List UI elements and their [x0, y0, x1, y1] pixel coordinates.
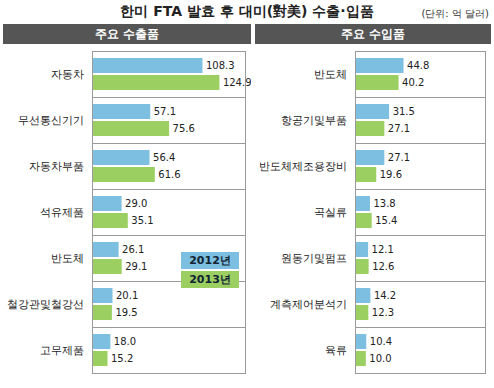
svg-text:15.4: 15.4 [375, 215, 397, 226]
html-text:(단위: 억 달러): (단위: 억 달러) [421, 8, 489, 19]
svg-text:27.1: 27.1 [388, 152, 410, 163]
svg-text:29.1: 29.1 [125, 261, 147, 272]
svg-text:26.1: 26.1 [122, 244, 144, 255]
svg-text:57.1: 57.1 [154, 106, 176, 117]
svg-text:반도체제조용장비: 반도체제조용장비 [259, 160, 347, 173]
svg-text:계측제어분석기: 계측제어분석기 [270, 298, 347, 311]
svg-text:항공기및부품: 항공기및부품 [281, 114, 347, 127]
svg-text:무선통신기기: 무선통신기기 [18, 114, 84, 127]
svg-text:31.5: 31.5 [393, 106, 415, 117]
svg-text:원동기및펌프: 원동기및펌프 [281, 252, 347, 265]
svg-text:56.4: 56.4 [153, 152, 175, 163]
svg-text:10.0: 10.0 [369, 353, 391, 364]
html-text:한미 FTA 발효 후 대미(對美) 수출·입품: 한미 FTA 발효 후 대미(對美) 수출·입품 [120, 3, 374, 19]
svg-text:12.3: 12.3 [372, 307, 394, 318]
svg-text:석유제품: 석유제품 [40, 206, 84, 219]
svg-text:자동차: 자동차 [51, 68, 84, 81]
svg-text:40.2: 40.2 [402, 77, 424, 88]
svg-text:반도체: 반도체 [314, 68, 347, 81]
svg-text:13.8: 13.8 [373, 198, 395, 209]
svg-text:15.2: 15.2 [111, 353, 133, 364]
svg-text:반도체: 반도체 [51, 252, 84, 265]
svg-text:고무제품: 고무제품 [40, 344, 84, 357]
svg-text:35.1: 35.1 [131, 215, 153, 226]
svg-text:44.8: 44.8 [407, 60, 429, 71]
svg-text:27.1: 27.1 [388, 123, 410, 134]
svg-text:12.1: 12.1 [372, 244, 394, 255]
html-text:2012년: 2012년 [189, 254, 231, 267]
svg-text:29.0: 29.0 [125, 198, 147, 209]
svg-text:18.0: 18.0 [114, 336, 136, 347]
html-text:주요 수출품: 주요 수출품 [94, 27, 160, 41]
svg-text:61.6: 61.6 [158, 169, 180, 180]
html-text:2013년: 2013년 [189, 273, 231, 286]
svg-text:12.6: 12.6 [372, 261, 394, 272]
svg-text:108.3: 108.3 [206, 60, 235, 71]
svg-text:75.6: 75.6 [173, 123, 195, 134]
svg-text:14.2: 14.2 [374, 290, 396, 301]
html-text:주요 수입품: 주요 수입품 [340, 27, 406, 41]
svg-text:20.1: 20.1 [116, 290, 138, 301]
svg-text:곡실류: 곡실류 [314, 206, 347, 219]
svg-text:육류: 육류 [325, 344, 347, 357]
svg-text:124.9: 124.9 [223, 77, 251, 88]
svg-text:철강관및철강선: 철강관및철강선 [7, 298, 84, 311]
svg-text:10.4: 10.4 [370, 336, 392, 347]
svg-text:자동차부품: 자동차부품 [29, 160, 84, 173]
svg-text:19.5: 19.5 [115, 307, 137, 318]
svg-text:19.6: 19.6 [380, 169, 402, 180]
